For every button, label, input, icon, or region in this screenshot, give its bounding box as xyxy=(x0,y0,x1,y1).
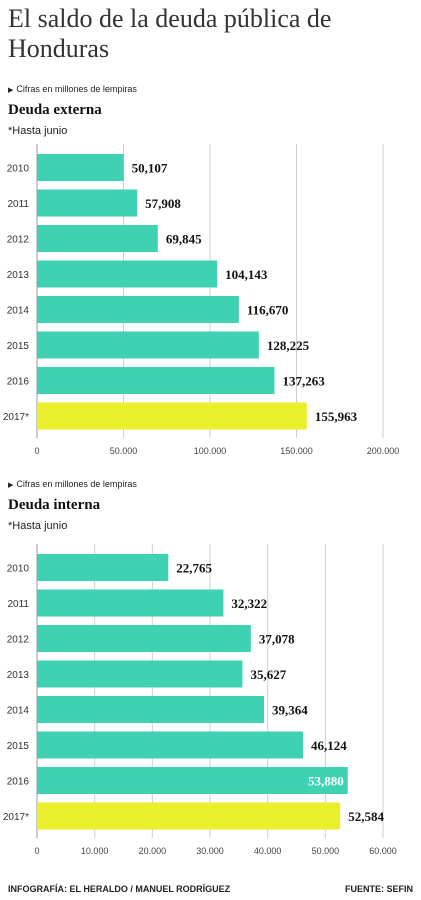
category-label: 2016 xyxy=(7,777,30,788)
page-title: El saldo de la deuda pública de Honduras xyxy=(8,4,332,63)
triangle-icon: ▶ xyxy=(8,482,14,489)
value-label: 116,670 xyxy=(247,303,289,318)
value-label: 46,124 xyxy=(311,738,347,753)
category-label: 2011 xyxy=(7,599,29,610)
credit-line: INFOGRAFÍA: EL HERALDO / MANUEL RODRÍGUE… xyxy=(8,884,231,894)
value-label: 32,322 xyxy=(231,596,267,611)
bar-external-2017 xyxy=(37,402,307,430)
value-label: 57,908 xyxy=(145,196,181,211)
bar-internal-2014 xyxy=(37,696,264,723)
x-tick-label: 200,000 xyxy=(367,446,400,454)
x-tick-label: 0 xyxy=(34,846,39,854)
bar-internal-2012 xyxy=(37,625,251,652)
bar-internal-2011 xyxy=(37,589,224,617)
bar-external-2015 xyxy=(37,331,259,359)
x-tick-label: 40,000 xyxy=(254,846,282,854)
bar-internal-2013 xyxy=(37,660,243,688)
bar-external-2013 xyxy=(37,260,218,288)
value-label: 155,963 xyxy=(315,409,358,424)
internal-debt-chart: 0 10,000 20,000 30,000 40,000 50,000 60,000 201… xyxy=(3,544,397,854)
chart-title-internal: Deuda interna xyxy=(8,497,101,513)
x-tick-label: 50,000 xyxy=(110,446,138,454)
category-label: 2014 xyxy=(7,306,30,317)
bar-internal-2016 xyxy=(37,767,348,794)
x-tick-label: 30,000 xyxy=(196,846,224,854)
category-label: 2015 xyxy=(7,741,30,752)
bar-external-2014 xyxy=(37,296,239,323)
bar-external-2016 xyxy=(37,367,275,394)
units-note-external: ▶ Cifras en millones de lempiras xyxy=(8,84,137,94)
bar-external-2010 xyxy=(37,154,124,181)
category-label: 2013 xyxy=(7,270,30,281)
units-note-internal: ▶ Cifras en millones de lempiras xyxy=(8,479,137,489)
category-label: 2011 xyxy=(7,199,29,210)
category-label: 2014 xyxy=(7,706,30,717)
value-label: 137,263 xyxy=(282,374,325,389)
value-label: 39,364 xyxy=(272,703,308,718)
triangle-icon: ▶ xyxy=(8,87,14,94)
value-label: 52,584 xyxy=(348,809,384,824)
value-label: 53,880 xyxy=(308,774,344,789)
category-label: 2017* xyxy=(3,812,29,823)
chart-subtitle-external: *Hasta junio xyxy=(8,125,68,137)
chart-subtitle-internal: *Hasta junio xyxy=(8,520,68,532)
value-label: 35,627 xyxy=(250,667,286,682)
source-line: FUENTE: SEFIN xyxy=(344,884,413,894)
category-label: 2012 xyxy=(7,235,30,246)
external-debt-chart: 0 50,000 100,000 150,000 200,000 2010 50,107 20… xyxy=(3,144,400,454)
bar-external-2012 xyxy=(37,225,158,252)
category-label: 2016 xyxy=(7,377,30,388)
value-label: 104,143 xyxy=(225,267,268,282)
value-label: 37,078 xyxy=(259,632,295,647)
x-tick-label: 100,000 xyxy=(194,446,227,454)
x-tick-label: 10,000 xyxy=(81,846,109,854)
bar-internal-2017 xyxy=(37,802,341,830)
value-label: 22,765 xyxy=(176,561,212,576)
category-label: 2012 xyxy=(7,635,30,646)
x-tick-label: 150,000 xyxy=(280,446,313,454)
bar-external-2011 xyxy=(37,189,138,217)
x-tick-label: 0 xyxy=(34,446,39,454)
category-label: 2017* xyxy=(3,412,29,423)
x-tick-label: 50,000 xyxy=(312,846,340,854)
x-tick-label: 20,000 xyxy=(139,846,167,854)
value-label: 50,107 xyxy=(132,161,168,176)
value-label: 128,225 xyxy=(267,338,310,353)
chart-title-external: Deuda externa xyxy=(8,102,102,118)
bar-internal-2010 xyxy=(37,554,169,581)
category-label: 2010 xyxy=(7,564,30,575)
bar-internal-2015 xyxy=(37,731,303,759)
x-tick-label: 60,000 xyxy=(369,846,397,854)
value-label: 69,845 xyxy=(166,232,202,247)
category-label: 2013 xyxy=(7,670,30,681)
category-label: 2015 xyxy=(7,341,30,352)
category-label: 2010 xyxy=(7,164,30,175)
